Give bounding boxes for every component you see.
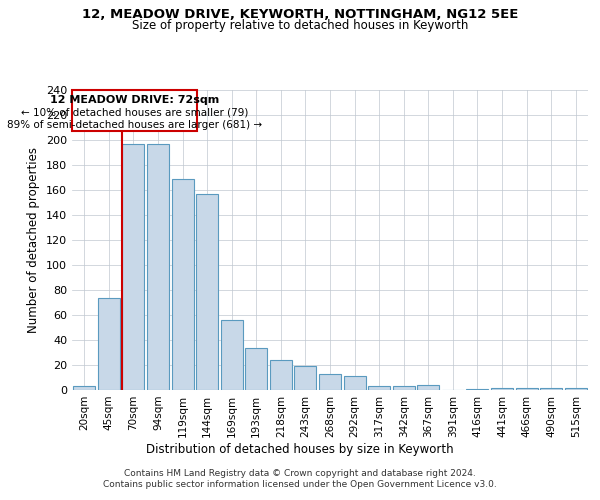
Bar [344, 376, 365, 390]
Text: Distribution of detached houses by size in Keyworth: Distribution of detached houses by size … [146, 442, 454, 456]
Y-axis label: Number of detached properties: Number of detached properties [28, 147, 40, 333]
Bar [245, 348, 268, 390]
Text: 12, MEADOW DRIVE, KEYWORTH, NOTTINGHAM, NG12 5EE: 12, MEADOW DRIVE, KEYWORTH, NOTTINGHAM, … [82, 8, 518, 20]
Text: 12 MEADOW DRIVE: 72sqm: 12 MEADOW DRIVE: 72sqm [50, 95, 219, 105]
Bar [565, 388, 587, 390]
Bar [196, 194, 218, 390]
Bar [417, 385, 439, 390]
Bar [466, 389, 488, 390]
Bar [295, 366, 316, 390]
Bar [73, 386, 95, 390]
Bar [515, 388, 538, 390]
Bar [319, 374, 341, 390]
Text: Size of property relative to detached houses in Keyworth: Size of property relative to detached ho… [132, 19, 468, 32]
Text: 89% of semi-detached houses are larger (681) →: 89% of semi-detached houses are larger (… [7, 120, 262, 130]
FancyBboxPatch shape [72, 90, 197, 131]
Bar [147, 144, 169, 390]
Bar [491, 388, 513, 390]
Bar [392, 386, 415, 390]
Text: Contains public sector information licensed under the Open Government Licence v3: Contains public sector information licen… [103, 480, 497, 489]
Bar [540, 388, 562, 390]
Bar [172, 179, 194, 390]
Bar [270, 360, 292, 390]
Text: Contains HM Land Registry data © Crown copyright and database right 2024.: Contains HM Land Registry data © Crown c… [124, 469, 476, 478]
Bar [98, 298, 120, 390]
Text: ← 10% of detached houses are smaller (79): ← 10% of detached houses are smaller (79… [21, 108, 248, 118]
Bar [122, 144, 145, 390]
Bar [221, 320, 243, 390]
Bar [368, 386, 390, 390]
